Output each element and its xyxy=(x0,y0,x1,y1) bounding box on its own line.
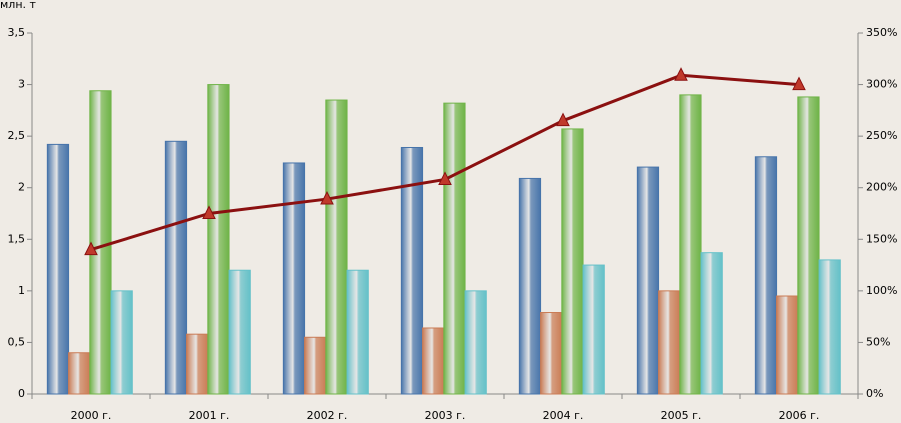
x-tick-label: 2003 г. xyxy=(425,409,466,422)
bar xyxy=(325,99,348,395)
bar xyxy=(561,128,584,395)
marker xyxy=(438,171,452,185)
bar xyxy=(797,96,820,395)
marker xyxy=(674,67,688,81)
bar xyxy=(207,84,230,395)
y-tick-label: 3 xyxy=(18,78,25,91)
x-tick-label: 2002 г. xyxy=(307,409,348,422)
y2-tick-label: 200% xyxy=(866,181,897,194)
marker xyxy=(556,112,570,127)
y-tick-label: 2 xyxy=(18,181,25,194)
bar xyxy=(443,102,466,395)
bar xyxy=(228,269,251,395)
bar xyxy=(304,336,327,395)
bar xyxy=(400,146,424,395)
bar xyxy=(658,290,681,395)
y-tick-label: 0 xyxy=(18,387,25,400)
bar xyxy=(346,269,369,395)
marker xyxy=(202,205,216,219)
y2-tick-label: 50% xyxy=(866,335,890,348)
x-tick-label: 2001 г. xyxy=(189,409,230,422)
bar xyxy=(540,312,563,395)
bar xyxy=(68,352,91,395)
marker xyxy=(84,241,98,256)
bar xyxy=(282,162,306,395)
bar xyxy=(636,166,660,395)
bar xyxy=(518,177,542,395)
bar xyxy=(776,295,799,395)
y-tick-label: 2,5 xyxy=(8,129,26,142)
bar xyxy=(754,156,778,395)
bar xyxy=(186,333,209,395)
y-tick-label: 3,5 xyxy=(8,26,26,39)
x-tick-label: 2004 г. xyxy=(543,409,584,422)
bar xyxy=(818,259,841,395)
y2-tick-label: 100% xyxy=(866,284,897,297)
bar xyxy=(679,94,702,395)
bar xyxy=(46,143,70,395)
y-tick-label: 0,5 xyxy=(8,335,26,348)
y2-tick-label: 350% xyxy=(866,26,897,39)
bar xyxy=(422,327,445,395)
y2-tick-label: 150% xyxy=(866,232,897,245)
bar xyxy=(89,90,112,395)
bar xyxy=(164,140,188,395)
y2-tick-label: 0% xyxy=(866,387,883,400)
y2-tick-label: 300% xyxy=(866,78,897,91)
bar xyxy=(582,264,605,395)
x-tick-label: 2005 г. xyxy=(661,409,702,422)
y-tick-label: 1 xyxy=(18,284,25,297)
x-tick-label: 2000 г. xyxy=(71,409,112,422)
bar xyxy=(464,290,487,395)
marker xyxy=(792,76,806,91)
marker xyxy=(320,190,334,205)
y-axis-label: млн. т xyxy=(0,0,37,11)
bar xyxy=(110,290,133,395)
x-tick-label: 2006 г. xyxy=(779,409,820,422)
bar xyxy=(700,252,723,395)
y-tick-label: 1,5 xyxy=(8,232,26,245)
y2-tick-label: 250% xyxy=(866,129,897,142)
